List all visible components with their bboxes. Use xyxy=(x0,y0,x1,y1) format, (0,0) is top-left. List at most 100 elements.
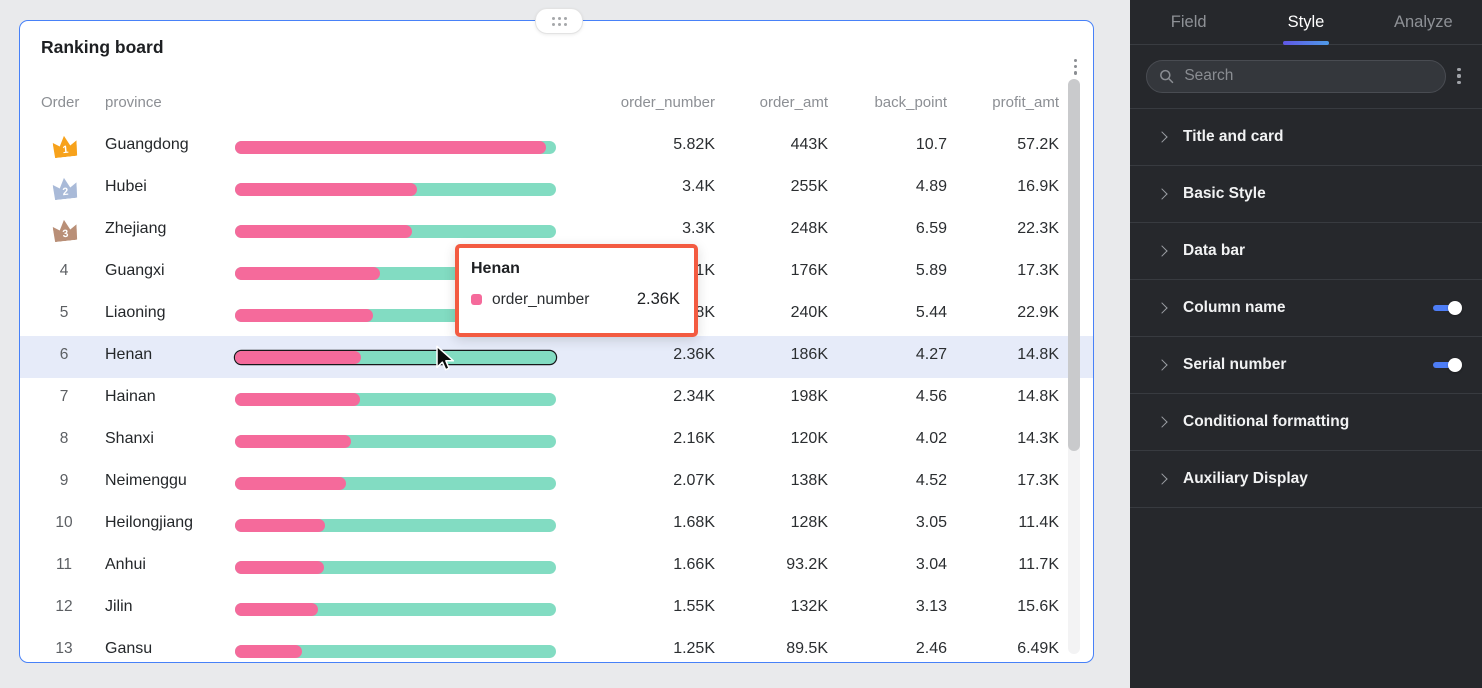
style-section-row[interactable]: Column name xyxy=(1130,279,1482,336)
cell-back-point: 3.13 xyxy=(915,598,947,615)
section-label: Title and card xyxy=(1183,128,1284,145)
data-bar[interactable] xyxy=(235,602,556,616)
section-label: Basic Style xyxy=(1183,185,1266,202)
data-bar[interactable] xyxy=(235,392,556,406)
rank-number: 9 xyxy=(59,472,69,489)
cell-back-point: 4.02 xyxy=(915,430,947,447)
toggle-switch[interactable] xyxy=(1433,301,1462,315)
province-label: Hubei xyxy=(105,178,147,195)
col-header-order: Order xyxy=(41,94,80,111)
province-label: Henan xyxy=(105,346,153,363)
cell-order-number: 2.36K xyxy=(673,346,715,363)
data-bar[interactable] xyxy=(235,350,556,364)
tooltip-title: Henan xyxy=(471,260,520,277)
toggle-switch[interactable] xyxy=(1433,358,1462,372)
chevron-right-icon xyxy=(1156,359,1168,371)
data-bar[interactable] xyxy=(235,476,556,490)
cell-back-point: 10.7 xyxy=(915,136,947,153)
col-header-order-number: order_number xyxy=(620,94,715,111)
chevron-right-icon xyxy=(1156,416,1168,428)
cell-profit-amt: 22.3K xyxy=(1017,220,1059,237)
province-label: Hainan xyxy=(105,388,156,405)
style-section-row[interactable]: Data bar xyxy=(1130,222,1482,279)
data-bar[interactable] xyxy=(235,182,556,196)
data-bar[interactable] xyxy=(235,560,556,574)
search-input[interactable] xyxy=(1182,66,1433,86)
cell-order-number: 1.25K xyxy=(673,640,715,657)
tab-style[interactable]: Style xyxy=(1247,0,1364,45)
card-drag-handle[interactable] xyxy=(535,8,583,34)
tab-analyze[interactable]: Analyze xyxy=(1393,12,1453,31)
cell-order-amt: 128K xyxy=(790,514,828,531)
table-row: 11 Anhui 1.66K 93.2K 3.04 11.7K xyxy=(20,546,1093,588)
style-sections: Title and card Basic Style Data bar Colu… xyxy=(1130,108,1482,508)
data-bar[interactable] xyxy=(235,224,556,238)
cell-profit-amt: 14.3K xyxy=(1017,430,1059,447)
cell-order-amt: 443K xyxy=(790,136,828,153)
drag-dots-icon xyxy=(551,16,567,26)
card-more-menu-icon[interactable] xyxy=(1073,59,1077,75)
rank-number: 13 xyxy=(55,640,73,657)
active-tab-underline xyxy=(1282,41,1329,45)
cell-order-amt: 186K xyxy=(790,346,828,363)
table-header: Order province order_number order_amt ba… xyxy=(20,91,1093,115)
data-bar-fill xyxy=(235,224,412,238)
province-label: Shanxi xyxy=(105,430,154,447)
table-row: 1 Guangdong 5.82K 443K 10.7 57.2K xyxy=(20,126,1093,168)
settings-panel: Field Style Analyze Title and card Basic… xyxy=(1130,0,1482,688)
rank-number: 11 xyxy=(55,556,73,573)
search-box[interactable] xyxy=(1146,59,1446,93)
cell-back-point: 6.59 xyxy=(915,220,947,237)
cell-order-number: 1.66K xyxy=(673,556,715,573)
cell-order-number: 3.4K xyxy=(682,178,715,195)
data-bar[interactable] xyxy=(235,518,556,532)
cell-order-amt: 93.2K xyxy=(786,556,828,573)
data-bar-fill xyxy=(235,434,351,448)
data-bar[interactable] xyxy=(235,140,556,154)
rank-crown-icon: 1 xyxy=(52,134,78,158)
cell-order-number: 2.07K xyxy=(673,472,715,489)
data-bar[interactable] xyxy=(235,644,556,658)
style-section-row[interactable]: Basic Style xyxy=(1130,165,1482,222)
panel-more-menu-icon[interactable] xyxy=(1446,68,1472,84)
province-label: Heilongjiang xyxy=(105,514,194,531)
rank-crown-icon: 3 xyxy=(52,218,78,242)
style-section-row[interactable]: Conditional formatting xyxy=(1130,393,1482,450)
mouse-cursor-icon xyxy=(430,344,458,377)
section-label: Data bar xyxy=(1183,242,1246,259)
cell-profit-amt: 11.4K xyxy=(1018,514,1059,531)
panel-tabbar: Field Style Analyze xyxy=(1130,0,1482,45)
cell-profit-amt: 15.6K xyxy=(1017,598,1059,615)
data-bar[interactable] xyxy=(235,434,556,448)
table-row: 7 Hainan 2.34K 198K 4.56 14.8K xyxy=(20,378,1093,420)
cell-order-number: 1.55K xyxy=(673,598,715,615)
rank-number: 10 xyxy=(55,514,73,531)
cell-order-amt: 89.5K xyxy=(786,640,828,657)
col-header-province: province xyxy=(105,94,162,111)
cell-order-amt: 248K xyxy=(790,220,828,237)
section-label: Conditional formatting xyxy=(1183,413,1350,430)
rank-crown-icon: 2 xyxy=(52,176,78,200)
data-bar-fill xyxy=(235,308,374,322)
cell-order-amt: 255K xyxy=(790,178,828,195)
rank-number: 6 xyxy=(59,346,69,363)
style-section-row[interactable]: Auxiliary Display xyxy=(1130,450,1482,508)
cell-back-point: 5.89 xyxy=(915,262,947,279)
cell-order-amt: 120K xyxy=(790,430,828,447)
data-bar-fill xyxy=(235,518,325,532)
table-row: 10 Heilongjiang 1.68K 128K 3.05 11.4K xyxy=(20,504,1093,546)
table-row: 8 Shanxi 2.16K 120K 4.02 14.3K xyxy=(20,420,1093,462)
style-section-row[interactable]: Title and card xyxy=(1130,108,1482,165)
table-row: 12 Jilin 1.55K 132K 3.13 15.6K xyxy=(20,588,1093,630)
cell-back-point: 4.27 xyxy=(915,346,947,363)
tab-field[interactable]: Field xyxy=(1170,12,1207,31)
province-label: Gansu xyxy=(105,640,153,657)
cell-order-number: 3.3K xyxy=(682,220,715,237)
section-label: Column name xyxy=(1183,299,1286,316)
province-label: Jilin xyxy=(105,598,133,615)
card-scrollbar-thumb[interactable] xyxy=(1068,79,1080,451)
chevron-right-icon xyxy=(1156,473,1168,485)
search-icon xyxy=(1160,69,1174,83)
cell-profit-amt: 6.49K xyxy=(1017,640,1059,657)
style-section-row[interactable]: Serial number xyxy=(1130,336,1482,393)
